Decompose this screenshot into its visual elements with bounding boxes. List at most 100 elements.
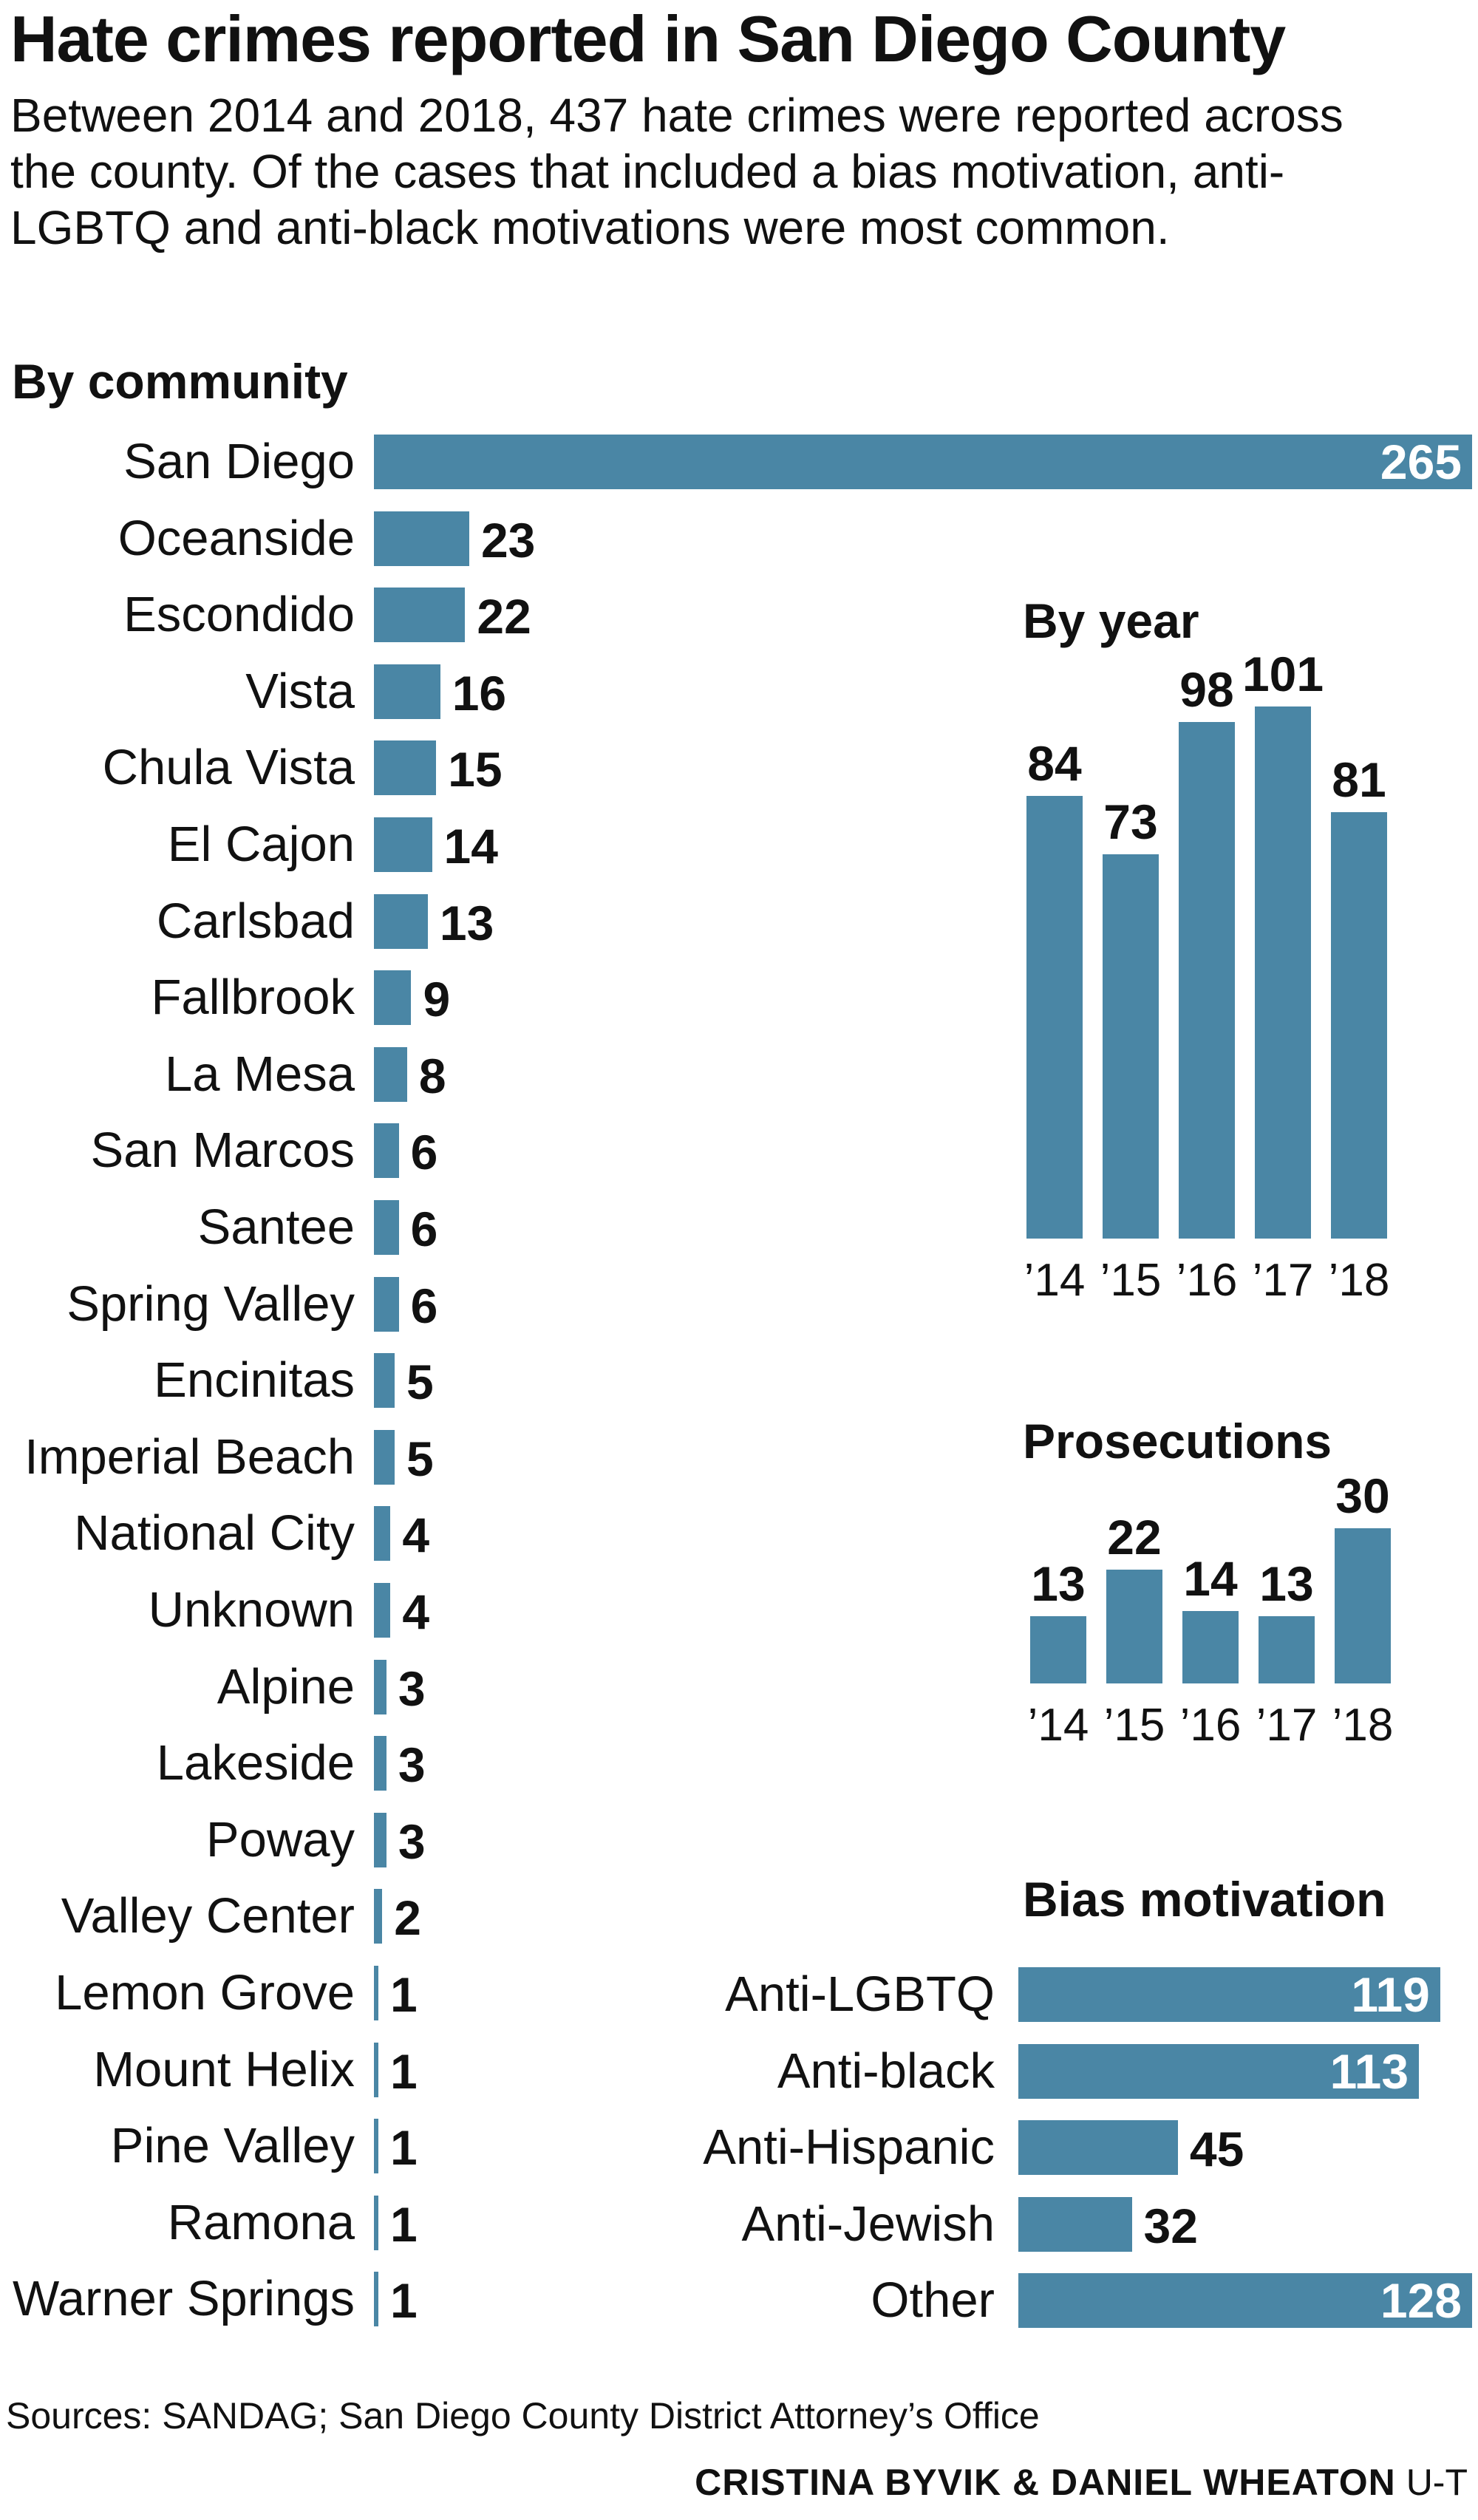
bar-label-vista: Vista [245,663,355,719]
bar-value-san-marcos: 6 [410,1125,438,1180]
bar-year-1 [1103,854,1159,1239]
bar-value-poway: 3 [398,1814,426,1869]
bar-value-ramona: 1 [390,2196,418,2252]
bar-label-lakeside: Lakeside [156,1735,355,1791]
bar-label-unknown: Unknown [148,1582,355,1638]
bar-value-prosecutions-4: 30 [1335,1468,1390,1523]
bar-value-fallbrook: 9 [423,972,451,1027]
bar-label-lemon-grove: Lemon Grove [55,1965,355,2020]
tick-label-year-0: ’14 [1024,1255,1086,1306]
bar-label-imperial-beach: Imperial Beach [24,1428,355,1485]
bar-prosecutions-1 [1106,1570,1162,1683]
bar-label-spring-valley: Spring Valley [67,1276,355,1332]
tick-label-prosecutions-0: ’14 [1027,1700,1089,1751]
bar-value-la-mesa: 8 [418,1048,446,1103]
chart-subtitle: Between 2014 and 2018, 437 hate crimes w… [10,89,1344,254]
bar-anti-lgbtq [1018,1967,1440,2022]
bar-ramona [374,2195,378,2250]
bar-spring-valley [374,1276,399,1332]
bar-label-san-diego: San Diego [123,434,355,489]
bar-unknown [374,1583,391,1638]
byline-names: CRISTINA BYVIK & DANIEL WHEATON [695,2462,1396,2503]
bar-label-mount-helix: Mount Helix [93,2041,355,2097]
bar-value-year-4: 81 [1332,752,1386,807]
bar-value-anti-black: 113 [1329,2043,1409,2099]
bar-value-imperial-beach: 5 [406,1431,434,1486]
tick-label-prosecutions-1: ’15 [1103,1700,1165,1751]
bar-national-city [374,1506,391,1562]
tick-label-year-4: ’18 [1328,1255,1390,1306]
bar-value-prosecutions-2: 14 [1183,1551,1238,1606]
bar-poway [374,1812,386,1867]
bar-label-san-marcos: San Marcos [90,1123,355,1179]
bar-label-anti-hispanic: Anti-Hispanic [703,2119,995,2175]
bar-label-santee: Santee [197,1199,355,1255]
sources-note: Sources: SANDAG; San Diego County Distri… [6,2395,1040,2436]
bar-value-prosecutions-0: 13 [1031,1556,1086,1611]
bar-label-carlsbad: Carlsbad [156,893,355,949]
bar-value-mount-helix: 1 [390,2043,418,2099]
bar-anti-hispanic [1018,2120,1178,2175]
bar-label-anti-jewish: Anti-Jewish [741,2196,995,2252]
bar-pine-valley [374,2119,378,2174]
bar-value-escondido: 22 [477,589,531,644]
bar-el-cajon [374,817,432,872]
bar-fallbrook [374,970,412,1026]
bar-value-unknown: 4 [402,1584,430,1639]
bar-label-valley-center: Valley Center [61,1888,355,1944]
bar-label-la-mesa: La Mesa [165,1046,355,1102]
bar-escondido [374,588,466,643]
bar-value-warner-springs: 1 [390,2273,418,2329]
bar-lemon-grove [374,1966,378,2020]
tick-label-prosecutions-4: ’18 [1332,1700,1394,1751]
bar-label-pine-valley: Pine Valley [110,2118,355,2174]
bar-year-4 [1331,811,1387,1239]
bar-oceanside [374,511,469,566]
bar-value-valley-center: 2 [394,1890,421,1946]
bar-value-prosecutions-3: 13 [1259,1556,1314,1611]
bar-warner-springs [374,2272,378,2327]
bar-value-anti-hispanic: 45 [1189,2122,1244,2176]
bar-value-year-1: 73 [1103,794,1158,849]
bar-label-national-city: National City [74,1505,355,1562]
bar-la-mesa [374,1046,407,1102]
bar-prosecutions-0 [1030,1616,1086,1683]
bar-value-encinitas: 5 [406,1355,434,1410]
bar-carlsbad [374,893,428,949]
bias-section-title: Bias motivation [1023,1872,1386,1927]
bar-san-marcos [374,1123,399,1179]
bar-label-poway: Poway [205,1811,355,1867]
bar-value-other: 128 [1380,2273,1462,2328]
bar-label-ramona: Ramona [167,2194,355,2250]
bar-santee [374,1200,399,1255]
bar-value-vista: 16 [452,665,507,721]
bar-mount-helix [374,2042,378,2097]
bar-alpine [374,1659,386,1714]
bar-value-year-0: 84 [1027,736,1082,791]
tick-label-prosecutions-2: ’16 [1179,1700,1242,1751]
bar-value-san-diego: 265 [1380,435,1462,489]
bar-value-year-2: 98 [1179,662,1234,718]
bar-other [1018,2273,1472,2328]
bar-lakeside [374,1736,386,1791]
bar-label-anti-lgbtq: Anti-LGBTQ [725,1966,995,2022]
bar-label-el-cajon: El Cajon [167,817,355,872]
bar-label-escondido: Escondido [123,587,355,643]
bar-san-diego [374,435,1472,489]
bar-value-year-3: 101 [1242,647,1324,701]
bar-value-spring-valley: 6 [410,1278,438,1333]
bar-year-3 [1255,706,1311,1239]
bar-prosecutions-3 [1259,1616,1315,1683]
bar-imperial-beach [374,1429,395,1485]
bar-value-chula-vista: 15 [448,742,503,797]
bar-anti-black [1018,2043,1420,2099]
prosecutions-section-title: Prosecutions [1023,1414,1332,1468]
bar-value-prosecutions-1: 22 [1107,1510,1162,1564]
bar-prosecutions-2 [1182,1611,1239,1683]
bar-label-oceanside: Oceanside [118,510,355,566]
bar-value-oceanside: 23 [480,512,536,568]
bar-value-anti-jewish: 32 [1143,2198,1198,2253]
